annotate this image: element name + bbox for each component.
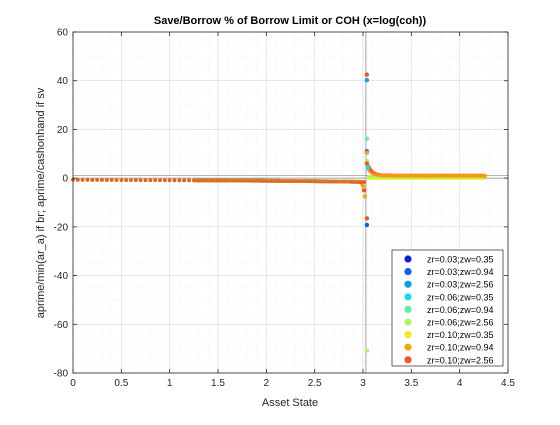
scatter-point bbox=[80, 178, 85, 182]
scatter-point bbox=[167, 178, 172, 183]
scatter-point bbox=[483, 173, 487, 178]
spike-points bbox=[364, 72, 371, 353]
y-tick-label: 20 bbox=[57, 125, 69, 136]
y-tick-label: -40 bbox=[54, 271, 69, 282]
legend-label: zr=0.06;zw=0.94 bbox=[427, 305, 494, 315]
x-tick-label: 2.5 bbox=[308, 378, 322, 389]
x-tick-label: 0 bbox=[70, 378, 76, 389]
scatter-point bbox=[119, 178, 124, 182]
legend-marker bbox=[404, 343, 412, 351]
scatter-point bbox=[114, 178, 119, 182]
scatter-point bbox=[109, 178, 114, 182]
scatter-point bbox=[364, 161, 370, 166]
scatter-point bbox=[124, 178, 128, 182]
y-axis-ticks: -80 -60 -40 -20 0 20 40 60 bbox=[54, 28, 508, 380]
legend-marker bbox=[404, 280, 412, 288]
scatter-point bbox=[362, 194, 368, 199]
scatter-point bbox=[365, 165, 371, 171]
x-tick-label: 0.5 bbox=[114, 378, 128, 389]
scatter-point bbox=[85, 178, 90, 182]
negative-branch-points bbox=[71, 177, 368, 199]
scatter-point bbox=[153, 178, 157, 183]
scatter-point bbox=[172, 178, 177, 183]
scatter-point bbox=[187, 178, 191, 183]
scatter-point bbox=[364, 72, 370, 77]
x-axis-label: Asset State bbox=[262, 397, 318, 409]
scatter-point bbox=[364, 216, 370, 221]
x-tick-label: 1 bbox=[167, 378, 173, 389]
scatter-point bbox=[129, 178, 133, 182]
legend-marker bbox=[404, 293, 412, 301]
legend-label: zr=0.06;zw=2.56 bbox=[427, 318, 494, 328]
legend-marker bbox=[404, 318, 412, 326]
plot-frame bbox=[72, 31, 509, 374]
legend-label: zr=0.10;zw=0.35 bbox=[427, 330, 494, 340]
chart-title: Save/Borrow % of Borrow Limit or COH (x=… bbox=[154, 15, 427, 27]
y-tick-label: -60 bbox=[54, 320, 69, 331]
x-tick-label: 3.5 bbox=[404, 378, 418, 389]
y-tick-label: -80 bbox=[54, 369, 69, 380]
x-tick-label: 1.5 bbox=[211, 378, 225, 389]
scatter-point bbox=[364, 150, 370, 156]
scatter-point bbox=[364, 222, 370, 228]
scatter-point bbox=[361, 188, 367, 193]
legend-label: zr=0.10;zw=2.56 bbox=[427, 355, 494, 365]
scatter-point bbox=[364, 78, 370, 83]
y-tick-label: 40 bbox=[57, 76, 69, 87]
y-tick-label: 0 bbox=[62, 174, 68, 185]
legend-marker bbox=[404, 356, 412, 364]
scatter-point bbox=[143, 178, 148, 182]
x-tick-label: 2 bbox=[264, 378, 270, 389]
legend-label: zr=0.06;zw=0.35 bbox=[427, 292, 494, 302]
y-tick-label: -20 bbox=[54, 222, 69, 233]
legend-label: zr=0.03;zw=0.94 bbox=[427, 267, 494, 277]
scatter-point bbox=[76, 178, 80, 182]
scatter-point bbox=[163, 178, 167, 183]
legend-marker bbox=[404, 331, 412, 339]
scatter-point bbox=[100, 178, 104, 182]
legend-label: zr=0.10;zw=0.94 bbox=[427, 343, 494, 353]
scatter-point bbox=[364, 136, 370, 141]
scatter-point bbox=[360, 183, 366, 189]
scatter-point bbox=[90, 178, 95, 182]
scatter-point bbox=[182, 178, 186, 183]
positive-branch-points bbox=[366, 165, 487, 180]
scatter-point bbox=[138, 178, 143, 182]
y-tick-label: 60 bbox=[57, 28, 69, 39]
scatter-point bbox=[364, 348, 370, 353]
legend-marker bbox=[404, 255, 412, 263]
x-tick-label: 3 bbox=[360, 378, 366, 389]
legend-marker bbox=[404, 268, 412, 276]
scatter-point bbox=[148, 178, 153, 183]
x-tick-label: 4 bbox=[457, 378, 463, 389]
legend: zr=0.03;zw=0.35 zr=0.03;zw=0.94 zr=0.03;zw… bbox=[391, 249, 504, 367]
scatter-point bbox=[105, 178, 109, 182]
legend-label: zr=0.03;zw=2.56 bbox=[427, 280, 494, 290]
scatter-point bbox=[158, 178, 162, 183]
legend-label: zr=0.03;zw=0.35 bbox=[427, 255, 494, 265]
x-tick-label: 4.5 bbox=[501, 378, 515, 389]
y-axis-label: aprime/min(ar_a) if br; aprime/cashonhan… bbox=[35, 87, 47, 318]
scatter-point bbox=[95, 178, 99, 182]
legend-items: zr=0.03;zw=0.35 zr=0.03;zw=0.94 zr=0.03;zw… bbox=[404, 255, 494, 365]
scatter-point bbox=[134, 178, 138, 182]
x-axis-ticks: 0 0.5 1 1.5 2 2.5 3 3.5 4 4.5 bbox=[70, 32, 515, 389]
scatter-point bbox=[177, 178, 182, 183]
legend-marker bbox=[404, 305, 412, 313]
